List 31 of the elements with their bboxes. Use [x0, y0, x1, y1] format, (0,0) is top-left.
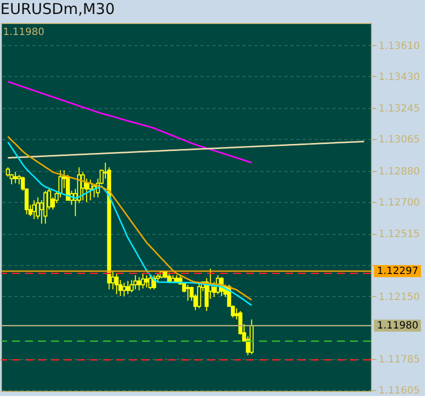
candlestick [114, 272, 119, 295]
candlestick [148, 274, 152, 290]
candlestick [140, 272, 145, 290]
candlestick [137, 276, 142, 291]
candlestick [126, 280, 130, 295]
candlestick [122, 282, 126, 297]
candlestick [32, 200, 36, 220]
line-series [7, 140, 365, 159]
y-tick-label: 1.12515 [378, 229, 420, 240]
ref-line-label: 1.11980 [377, 320, 418, 332]
y-tick-label: 1.13430 [378, 72, 420, 83]
candlestick [197, 281, 202, 309]
y-tick-label: 1.13065 [378, 134, 420, 146]
y-tick-label: 1.12700 [378, 197, 420, 208]
candlestick [13, 172, 18, 184]
annotation: 1.11980 [3, 27, 44, 38]
candlestick [43, 190, 48, 224]
candlestick [36, 196, 40, 220]
y-tick-label: 1.13245 [378, 104, 420, 115]
candlestick [130, 280, 134, 293]
y-tick-label: 1.13610 [378, 40, 420, 52]
y-tick-label: 1.12880 [378, 166, 420, 178]
y-tick-label: 1.12150 [378, 292, 420, 303]
candlestick [58, 170, 62, 198]
y-tick-label: 1.11785 [378, 354, 420, 366]
candlestick [186, 284, 190, 302]
chart-title: EURUSDm,M30 [0, 0, 115, 18]
line-series [7, 80, 252, 164]
candlestick [144, 274, 149, 288]
y-tick-label: 1.11605 [378, 386, 420, 397]
ref-line-label: 1.12297 [377, 266, 418, 278]
